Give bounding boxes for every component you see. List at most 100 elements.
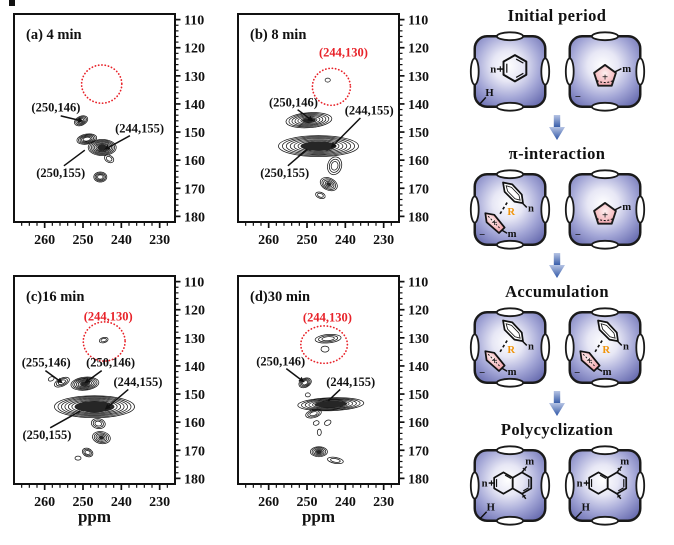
cage-window-top — [495, 169, 524, 180]
cage-window-bottom — [590, 101, 619, 112]
nmr-plot-b: 260 250 240 230 110 120 130 140 150 160 170 180 (b) … — [237, 13, 429, 248]
y-tick-label: 150 — [408, 388, 429, 403]
ellipse — [92, 431, 111, 445]
scan-artifact — [9, 0, 15, 6]
ellipse — [83, 448, 92, 457]
x-axis-label: ppm — [78, 507, 111, 526]
nmr-plot-a: 260 250 240 230 110 120 130 140 150 160 170 180 (a) … — [13, 13, 205, 248]
cage-window-right — [539, 471, 550, 500]
cage-window-bottom — [495, 101, 524, 112]
ellipse — [302, 380, 309, 386]
annotation-line — [44, 369, 59, 381]
x-tick-label: 230 — [373, 233, 394, 248]
ellipse — [76, 133, 98, 145]
annotation-line — [297, 109, 310, 119]
annotation-arrowhead — [77, 117, 84, 123]
mechanism-diagram: Initial period n H + m − π-interaction n R + m − + m −… — [440, 0, 674, 545]
benzene-molecule: nH — [477, 54, 527, 106]
y-tick-label: 180 — [408, 472, 429, 487]
y-tick-label: 110 — [184, 14, 204, 29]
ellipse — [300, 141, 337, 151]
step-arrow — [440, 391, 674, 416]
x-tick-label: 230 — [149, 495, 170, 510]
y-tick-label: 150 — [184, 126, 205, 141]
ellipse — [74, 401, 115, 413]
ellipse — [64, 398, 125, 416]
cage-window-left — [564, 333, 575, 362]
cage-row: n H + m − — [440, 30, 674, 113]
red-peak-label: (244,130) — [319, 46, 368, 60]
annotation-line — [108, 388, 129, 407]
cage-row: n R + m − n R + m − — [440, 306, 674, 389]
y-tick-label: 130 — [184, 70, 205, 85]
label-n: n — [527, 204, 533, 215]
label-m: m — [620, 457, 629, 468]
ellipse — [98, 435, 105, 440]
cage-window-left — [564, 195, 575, 224]
ellipse — [293, 139, 344, 153]
peak-annotation: (250,146) — [269, 95, 318, 109]
label-plus: + — [601, 73, 607, 84]
label-n: n — [481, 479, 487, 490]
ellipse — [79, 135, 94, 144]
cage-window-right — [539, 333, 550, 362]
ellipse — [95, 433, 108, 442]
panel-title: (b) 8 min — [250, 27, 306, 43]
ellipse — [94, 172, 106, 182]
cage-window-right — [634, 57, 645, 86]
contour-blob — [76, 133, 98, 145]
contour-blob — [90, 418, 106, 430]
step-arrow — [440, 115, 674, 140]
cage-window-top — [495, 307, 524, 318]
contour-blob — [104, 154, 115, 164]
cage-window-bottom — [590, 515, 619, 526]
label-m: m — [622, 202, 631, 213]
cage-naphthalene: n m H — [469, 445, 550, 526]
y-tick-label: 140 — [184, 360, 205, 375]
y-tick-label: 160 — [408, 416, 429, 431]
label-plus: + — [601, 211, 607, 222]
x-tick-label: 260 — [34, 233, 55, 248]
ellipse — [76, 379, 94, 389]
red-dotted-circle — [311, 67, 352, 107]
red-dotted-circle — [80, 64, 123, 105]
ellipse — [100, 338, 107, 343]
contour-blob — [87, 139, 117, 156]
label-R: R — [507, 207, 515, 218]
ellipse — [297, 116, 321, 125]
red-peak-label: (244,130) — [84, 310, 133, 324]
y-tick-label: 180 — [408, 210, 429, 225]
ellipse — [285, 137, 352, 155]
ellipse — [74, 115, 89, 127]
cage-row: n R + m − + m − — [440, 168, 674, 251]
nmr-panel-c: 260 250 240 230 110 120 130 140 150 160 170 180 (c)1… — [12, 274, 216, 533]
y-tick-label: 120 — [184, 304, 205, 319]
peak-annotation: (250,146) — [31, 101, 80, 115]
cage-window-bottom — [495, 377, 524, 388]
y-tick-label: 160 — [184, 154, 205, 169]
annotation-line — [327, 388, 341, 402]
ellipse — [326, 182, 332, 187]
annotation-line — [285, 368, 301, 380]
annotation-line — [63, 149, 86, 167]
label-minus: − — [574, 230, 580, 241]
ellipse — [92, 141, 112, 154]
ellipse — [61, 397, 128, 417]
y-tick-label: 160 — [184, 416, 205, 431]
contour-group — [47, 336, 135, 461]
cage-window-left — [469, 333, 480, 362]
cage-window-right — [539, 195, 550, 224]
annotation-line — [49, 410, 81, 429]
ellipse — [97, 174, 104, 180]
ellipse — [327, 456, 344, 465]
cage-window-right — [634, 333, 645, 362]
y-tick-label: 140 — [408, 360, 429, 375]
contour-blob — [278, 135, 359, 157]
ellipse — [105, 156, 113, 162]
contour-blob — [319, 177, 338, 192]
ellipse — [57, 396, 132, 418]
down-arrow-icon — [549, 391, 565, 416]
peak-annotation: (244,155) — [345, 104, 394, 118]
contour-group — [297, 333, 365, 465]
